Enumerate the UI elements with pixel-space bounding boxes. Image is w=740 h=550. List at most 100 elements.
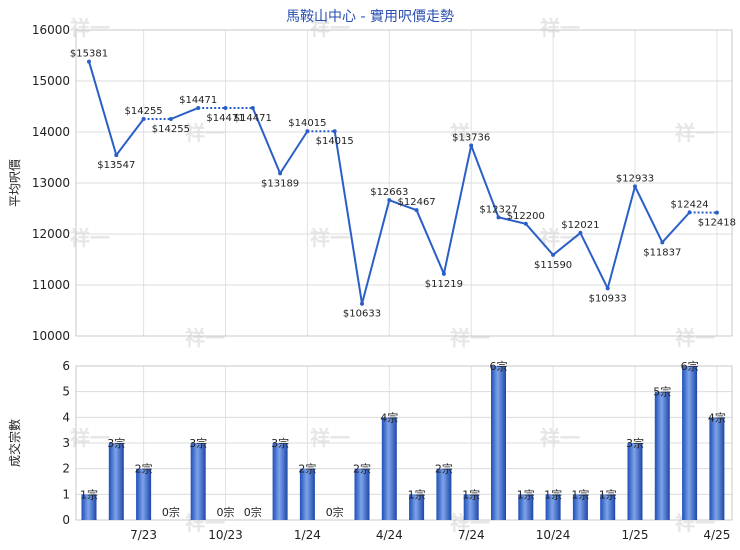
axes-layer: 10000 11000 12000 13000 14000 15000 16000 0 1 2 3 4… — [32, 23, 733, 542]
data-point — [196, 105, 201, 110]
data-point — [605, 286, 610, 291]
bar-value-label: 6宗 — [681, 359, 699, 373]
bar — [354, 468, 370, 520]
point-value-label: $10633 — [343, 309, 381, 320]
bar-value-label: 2宗 — [298, 462, 316, 476]
point-value-label: $13547 — [97, 160, 135, 171]
x-tick-label: 1/25 — [622, 528, 649, 542]
bar — [682, 366, 698, 520]
data-point — [114, 153, 119, 158]
data-point — [469, 143, 474, 148]
y-tick-label: 15000 — [32, 74, 70, 88]
line-segment — [333, 131, 363, 304]
bar-value-label: 3宗 — [271, 436, 289, 450]
bar-value-label: 2宗 — [435, 462, 453, 476]
bar-value-label: 0宗 — [217, 505, 235, 519]
line-segment — [661, 211, 691, 243]
line-segment — [606, 186, 636, 289]
data-point — [633, 184, 637, 189]
point-value-label: $11219 — [425, 279, 463, 290]
x-tick-label: 1/24 — [294, 528, 321, 542]
y-tick-label: 1 — [62, 487, 70, 501]
line-segment — [88, 61, 118, 156]
point-value-label: $13189 — [261, 178, 299, 189]
y-tick-label: 13000 — [32, 176, 70, 190]
bar-value-label: 3宗 — [107, 436, 125, 450]
point-value-label: $10933 — [589, 293, 627, 304]
data-point — [168, 116, 173, 121]
bar — [299, 468, 315, 520]
bar-value-label: 0宗 — [162, 505, 180, 519]
point-value-label: $15381 — [70, 49, 108, 60]
point-value-label: $11590 — [534, 260, 572, 271]
point-value-label: $14015 — [288, 118, 326, 129]
point-value-label: $14471 — [206, 113, 244, 124]
point-value-label: $12327 — [479, 204, 517, 215]
bar-value-label: 1宗 — [599, 487, 617, 501]
data-point — [714, 210, 719, 215]
bar-value-label: 1宗 — [80, 487, 98, 501]
data-point — [441, 271, 446, 276]
bar-value-label: 6宗 — [490, 359, 508, 373]
watermark-text: 祥一 — [450, 121, 490, 145]
bar — [572, 494, 588, 520]
line-layer — [87, 59, 719, 306]
data-point — [496, 215, 501, 220]
labels-layer: 1宗 3宗 2宗 0宗 3宗 0宗 0宗 3宗 2宗 0宗 2宗 4宗 1宗 2宗 1宗 6宗 1宗 1宗 1宗 1宗… — [70, 49, 736, 519]
data-point — [305, 129, 310, 134]
watermark-text: 祥一 — [540, 16, 580, 40]
bar — [600, 494, 616, 520]
bar — [518, 494, 534, 520]
bar — [654, 391, 670, 520]
point-value-label: $14015 — [316, 136, 354, 147]
bar — [436, 468, 452, 520]
line-segment — [361, 199, 391, 304]
line-segment — [442, 145, 473, 275]
bar — [709, 417, 725, 520]
watermark-text: 祥一 — [310, 226, 350, 250]
line-segment — [552, 232, 582, 256]
bars-layer — [81, 366, 725, 520]
point-value-label: $14255 — [125, 106, 163, 117]
x-tick-label: 7/23 — [130, 528, 157, 542]
bar-value-label: 0宗 — [244, 505, 262, 519]
point-value-label: $12418 — [698, 218, 736, 229]
bar-y-axis-label: 成交宗數 — [7, 419, 22, 467]
point-value-label: $12933 — [616, 173, 654, 184]
line-segment — [579, 232, 609, 289]
data-point — [687, 210, 692, 215]
y-tick-label: 0 — [62, 513, 70, 527]
x-tick-label: 10/23 — [208, 528, 243, 542]
line-y-axis-label: 平均呎價 — [8, 159, 22, 207]
watermark-text: 祥一 — [675, 326, 715, 350]
x-tick-label: 4/24 — [376, 528, 403, 542]
data-point — [387, 198, 392, 203]
bar-value-label: 3宗 — [189, 436, 207, 450]
bar — [81, 494, 97, 520]
point-value-label: $12663 — [370, 187, 408, 198]
watermark-text: 祥一 — [70, 16, 110, 40]
bar — [463, 494, 479, 520]
point-value-label: $14471 — [234, 113, 272, 124]
point-value-label: $12200 — [507, 211, 545, 222]
point-value-label: $11837 — [643, 247, 681, 258]
y-tick-label: 5 — [62, 385, 70, 399]
bar-value-label: 2宗 — [135, 462, 153, 476]
bar — [136, 468, 152, 520]
watermark-text: 祥一 — [70, 426, 110, 450]
data-point — [660, 240, 665, 245]
watermark-text: 祥一 — [185, 326, 225, 350]
bar-value-label: 4宗 — [708, 410, 726, 424]
point-value-label: $12467 — [398, 197, 436, 208]
bar-value-label: 4宗 — [380, 410, 398, 424]
x-tick-label: 10/24 — [536, 528, 571, 542]
bar-value-label: 1宗 — [462, 487, 480, 501]
line-segment — [388, 199, 417, 212]
watermark-text: 祥一 — [70, 226, 110, 250]
bar — [108, 443, 124, 520]
bar-plot-frame — [75, 365, 733, 521]
data-point — [87, 59, 91, 64]
bar — [491, 366, 506, 520]
